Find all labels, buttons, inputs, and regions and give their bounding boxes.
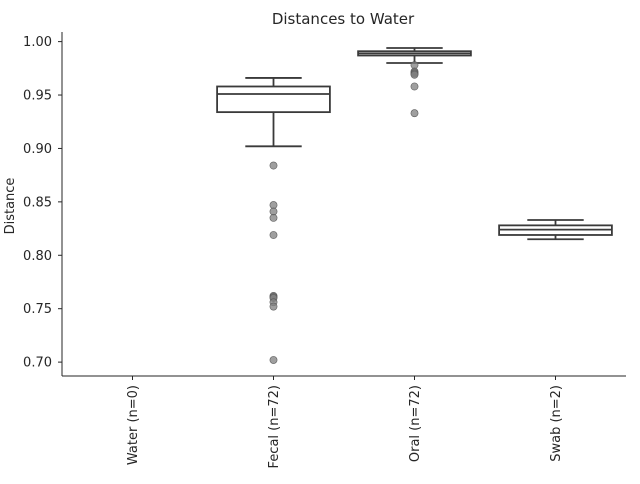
x-tick-label: Fecal (n=72) — [267, 385, 282, 468]
x-tick-label: Swab (n=2) — [549, 385, 564, 462]
y-tick-label: 0.75 — [23, 302, 52, 317]
outlier-point — [269, 213, 278, 222]
y-axis-label: Distance — [3, 178, 18, 235]
boxes — [216, 47, 613, 364]
y-tick-label: 0.90 — [23, 142, 52, 157]
outlier-point — [410, 109, 419, 118]
outlier-point — [269, 302, 278, 311]
box-group — [216, 77, 331, 364]
y-tick-label: 0.70 — [23, 356, 52, 371]
box-group — [498, 219, 613, 241]
y-tick-label: 0.95 — [23, 89, 52, 104]
y-axis: 0.70 0.75 0.80 0.85 0.90 0.95 1.00 — [23, 35, 62, 371]
chart-title: Distances to Water — [272, 10, 415, 28]
outlier-point — [410, 82, 419, 91]
box-iqr — [216, 85, 331, 114]
y-tick-label: 1.00 — [23, 35, 52, 50]
y-tick-label: 0.80 — [23, 249, 52, 264]
outlier-point — [269, 231, 278, 239]
box-group — [357, 47, 472, 118]
x-axis: Water (n=0) Fecal (n=72) Oral (n=72) Swab (… — [126, 376, 564, 468]
x-tick-label: Oral (n=72) — [408, 385, 423, 462]
outlier-point — [269, 161, 278, 170]
outlier-point — [410, 70, 419, 79]
y-tick-label: 0.85 — [23, 195, 52, 210]
outlier-point — [269, 356, 278, 364]
x-tick-label: Water (n=0) — [126, 385, 141, 465]
